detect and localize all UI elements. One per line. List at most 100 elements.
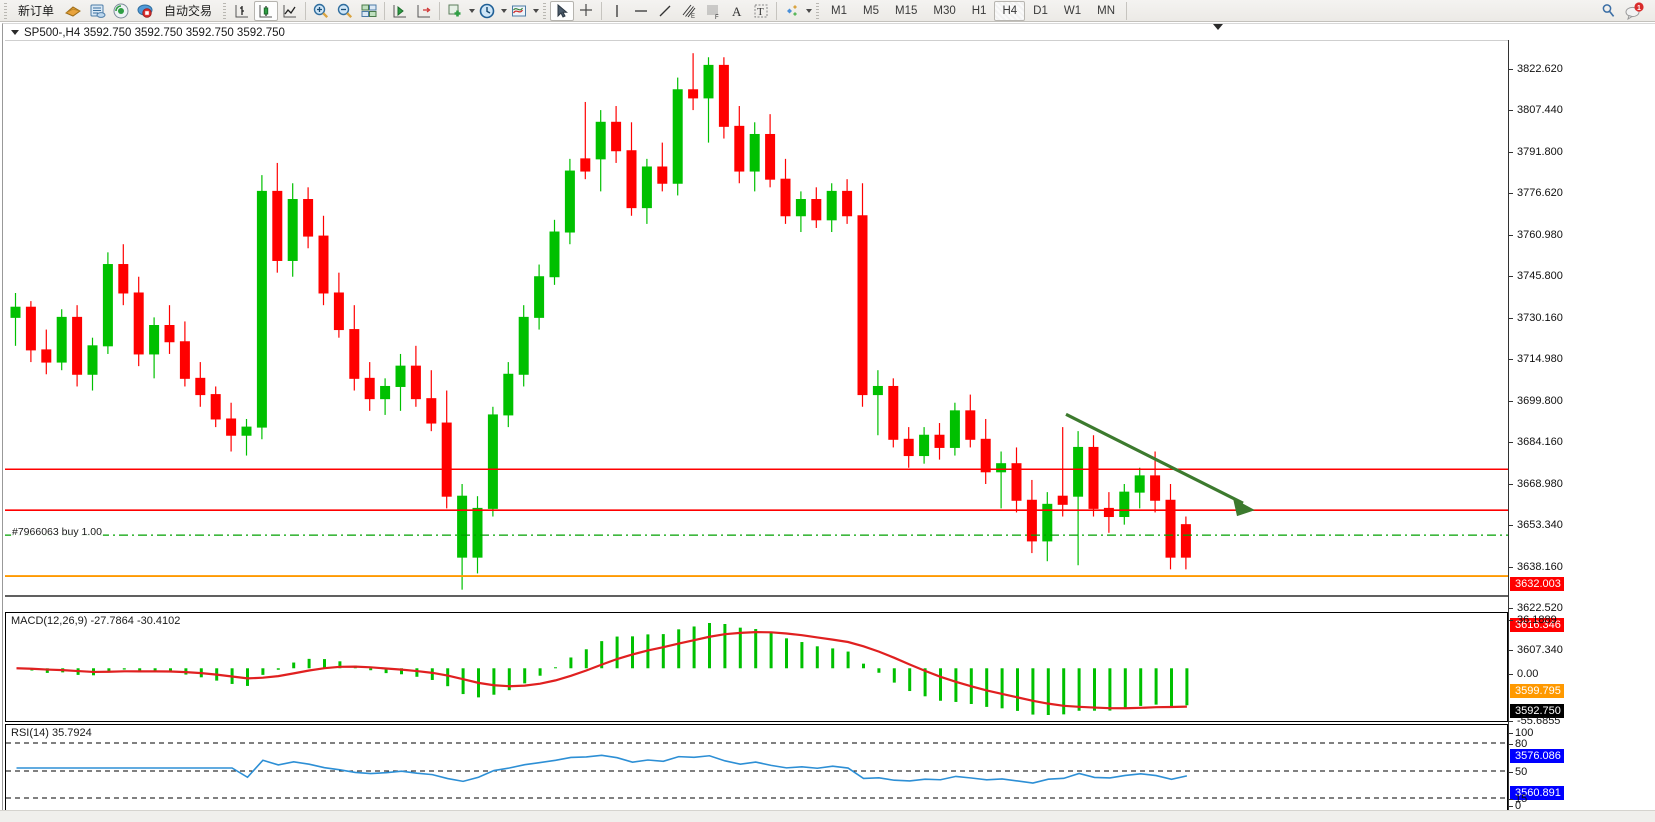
candle — [1119, 484, 1130, 525]
chart-menu-caret[interactable] — [11, 30, 19, 36]
current-price-badge[interactable]: 3592.750 — [1510, 704, 1564, 718]
toolbar-grip[interactable] — [2, 1, 9, 20]
chart-shift-icon[interactable] — [412, 1, 436, 21]
candle — [688, 53, 699, 111]
candle — [241, 418, 252, 456]
signals-icon[interactable] — [109, 1, 133, 21]
autotrading-icon[interactable] — [133, 1, 157, 21]
takeprofit-level-badge[interactable]: 3599.795 — [1510, 684, 1564, 698]
toolbar-separator-5 — [776, 1, 778, 20]
new-order-button[interactable]: 新订单 — [11, 1, 61, 21]
period-dropdown-caret[interactable] — [501, 8, 508, 13]
tile-windows-icon[interactable] — [357, 1, 381, 21]
candle — [1073, 431, 1084, 566]
zoom-in-icon[interactable] — [309, 1, 333, 21]
candle — [25, 301, 36, 363]
stoploss-level-badge[interactable]: 3616.346 — [1510, 618, 1564, 632]
resistance-level-badge[interactable]: 3632.003 — [1510, 577, 1564, 591]
candle — [842, 179, 853, 224]
candlestick-chart-icon[interactable] — [254, 0, 279, 21]
macd-histogram — [30, 623, 1189, 715]
auto-scroll-icon[interactable] — [388, 1, 412, 21]
timeframe-h4[interactable]: H4 — [994, 0, 1026, 21]
text-label-icon[interactable]: T — [749, 1, 773, 21]
horizontal-line-icon[interactable] — [629, 1, 653, 21]
candle — [133, 276, 144, 367]
lower-support-badge[interactable]: 3560.891 — [1510, 786, 1564, 800]
price-axis[interactable]: 3822.620 3807.440 3791.800 3776.620 3760.980… — [1508, 40, 1655, 812]
crosshair-icon[interactable] — [574, 1, 598, 21]
cursor-icon[interactable] — [550, 0, 575, 21]
candle — [826, 183, 837, 233]
templates-icon[interactable] — [507, 1, 531, 21]
candle — [672, 77, 683, 196]
candle — [872, 370, 883, 436]
vertical-line-icon[interactable] — [605, 1, 629, 21]
fibonacci-icon[interactable]: F — [701, 1, 725, 21]
timeframe-m5[interactable]: M5 — [863, 4, 879, 17]
candle — [703, 57, 714, 143]
price-axis-tick: 3745.800 — [1509, 270, 1563, 282]
chart-collapse-caret[interactable] — [1213, 24, 1223, 30]
search-icon[interactable] — [1597, 1, 1621, 21]
rsi-axis-tick: 15 — [1509, 793, 1527, 805]
timeframe-h1[interactable]: H1 — [971, 4, 987, 17]
line-chart-icon[interactable] — [278, 1, 302, 21]
chart-window[interactable]: SP500-,H4 3592.750 3592.750 3592.750 359… — [0, 22, 1655, 822]
candle — [457, 484, 468, 590]
svg-text:F: F — [715, 15, 719, 20]
objects-icon[interactable] — [780, 1, 804, 21]
candle — [965, 394, 976, 448]
price-axis-tick: 3807.440 — [1509, 104, 1563, 116]
candle — [934, 423, 945, 460]
macd-signal-line — [16, 631, 1187, 710]
toolbar-separator-3 — [439, 1, 441, 20]
timeframe-d1[interactable]: D1 — [1033, 4, 1048, 17]
candle — [888, 378, 899, 448]
toolbar-grip-3[interactable] — [541, 1, 549, 20]
add-indicator-icon[interactable] — [443, 1, 467, 21]
text-icon[interactable]: A — [725, 1, 749, 21]
candle — [1134, 467, 1145, 509]
candle — [195, 362, 206, 407]
price-axis-tick: 3622.520 — [1509, 602, 1563, 614]
price-pane[interactable]: #7966063 buy 1.00 — [5, 40, 1508, 610]
toolbar-grip-4[interactable] — [814, 1, 822, 20]
objects-dropdown-caret[interactable] — [806, 8, 813, 13]
toolbar-grip-2[interactable] — [221, 1, 229, 20]
timeframe-w1[interactable]: W1 — [1063, 4, 1082, 17]
autotrading-label-button[interactable]: 自动交易 — [157, 1, 219, 21]
bar-chart-icon[interactable] — [230, 1, 254, 21]
zoom-out-icon[interactable] — [333, 1, 357, 21]
candle — [72, 305, 83, 387]
candle — [996, 451, 1007, 509]
support-level-badge[interactable]: 3576.086 — [1510, 749, 1564, 763]
down-trend-arrow[interactable] — [1065, 412, 1255, 517]
rsi-pane[interactable]: RSI(14) 35.7924 — [5, 724, 1508, 812]
svg-text:E: E — [691, 14, 695, 20]
rsi-axis-tick: 0 — [1509, 800, 1521, 812]
candlestick-series — [10, 53, 1191, 590]
timeframe-mn[interactable]: MN — [1097, 4, 1115, 17]
candle — [1026, 479, 1037, 554]
timeframe-m15[interactable]: M15 — [895, 4, 918, 17]
timeframe-m1[interactable]: M1 — [831, 4, 848, 17]
equidistant-channel-icon[interactable]: E — [677, 1, 701, 21]
candle — [364, 362, 375, 411]
candle — [149, 317, 160, 379]
candle — [611, 106, 622, 163]
timeframe-m30[interactable]: M30 — [933, 4, 956, 17]
templates-dropdown-caret[interactable] — [533, 8, 540, 13]
candle — [256, 175, 267, 440]
period-clock-icon[interactable] — [475, 1, 499, 21]
trendline-icon[interactable] — [653, 1, 677, 21]
indicator-dropdown-caret[interactable] — [469, 8, 476, 13]
macd-pane[interactable]: MACD(12,26,9) -27.7864 -30.4102 — [5, 612, 1508, 722]
expert-advisor-icon[interactable] — [61, 1, 85, 21]
toolbar-separator-4 — [601, 1, 603, 20]
rsi-label: RSI(14) 35.7924 — [11, 727, 92, 739]
price-axis-tick: 3684.160 — [1509, 436, 1563, 448]
market-watch-icon[interactable] — [85, 1, 109, 21]
notifications-icon[interactable]: 1 — [1621, 1, 1647, 21]
candle — [226, 402, 237, 452]
